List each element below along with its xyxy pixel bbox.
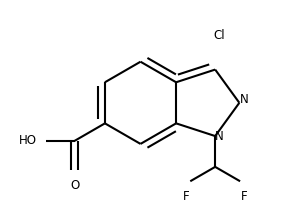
Text: F: F [183,190,190,203]
Text: N: N [240,93,249,106]
Text: O: O [70,179,79,192]
Text: N: N [214,130,223,143]
Text: Cl: Cl [213,29,225,42]
Text: F: F [241,190,247,203]
Text: HO: HO [19,134,37,147]
